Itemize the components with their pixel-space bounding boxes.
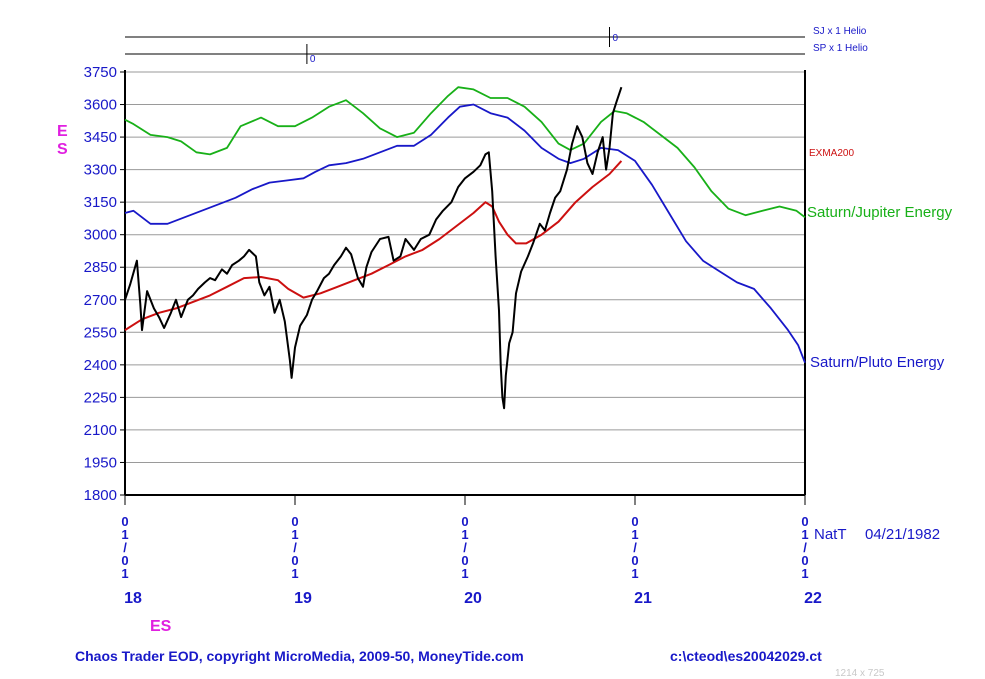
x-tick-char: 0 xyxy=(121,514,128,529)
x-tick-char: 1 xyxy=(291,566,298,581)
footer-file-path: c:\cteod\es20042029.ct xyxy=(670,648,822,664)
series-line-exma200 xyxy=(124,160,623,331)
plot-frame xyxy=(124,70,806,496)
x-tick-char: 1 xyxy=(461,527,468,542)
exma200-label: EXMA200 xyxy=(809,148,854,159)
x-tick-char: 1 xyxy=(801,527,808,542)
x-tick-char: / xyxy=(803,540,807,555)
x-tick-char: 0 xyxy=(631,553,638,568)
x-tick-char: 1 xyxy=(801,566,808,581)
x-year-label: 18 xyxy=(124,590,142,607)
y-axis-label-es-1: E xyxy=(57,123,68,140)
y-tick-label: 3600 xyxy=(84,97,117,114)
y-tick-label: 3750 xyxy=(84,64,117,81)
x-tick-char: 0 xyxy=(801,514,808,529)
natal-label: NatT xyxy=(814,526,847,543)
y-tick-label: 2250 xyxy=(84,389,117,406)
top-indicators: SJ x 1 Helio SP x 1 Helio 0 0 xyxy=(125,26,868,65)
x-year-label: 22 xyxy=(804,590,822,607)
y-tick-label: 1800 xyxy=(84,487,117,504)
y-tick-label: 2100 xyxy=(84,422,117,439)
x-tick-char: 0 xyxy=(801,553,808,568)
x-tick-char: 1 xyxy=(631,527,638,542)
x-year-label: 21 xyxy=(634,590,652,607)
natal-date: 04/21/1982 xyxy=(865,526,940,543)
saturn-jupiter-label: Saturn/Jupiter Energy xyxy=(807,204,953,221)
x-tick-char: / xyxy=(633,540,637,555)
x-tick-char: 1 xyxy=(121,527,128,542)
saturn-pluto-label: Saturn/Pluto Energy xyxy=(810,354,945,371)
series-line-saturn-jupiter-energy xyxy=(124,86,806,219)
y-tick-label: 2400 xyxy=(84,357,117,374)
indicator-marker-label: 0 xyxy=(310,54,316,65)
y-tick-label: 3150 xyxy=(84,194,117,211)
y-tick-label: 3450 xyxy=(84,129,117,146)
y-tick-label: 1950 xyxy=(84,454,117,471)
x-axis-label-es: ES xyxy=(150,618,172,635)
series-line-es xyxy=(124,86,623,410)
x-tick-char: 1 xyxy=(461,566,468,581)
y-tick-label: 3000 xyxy=(84,227,117,244)
x-tick-char: / xyxy=(463,540,467,555)
footer-dimensions: 1214 x 725 xyxy=(835,668,885,679)
sj-indicator-label: SJ x 1 Helio xyxy=(813,26,867,37)
x-tick-char: 0 xyxy=(631,514,638,529)
x-tick-char: 0 xyxy=(291,553,298,568)
indicator-marker-label: 0 xyxy=(613,33,619,44)
series-line-saturn-pluto-energy xyxy=(124,103,806,364)
sp-indicator-label: SP x 1 Helio xyxy=(813,43,868,54)
x-tick-char: 1 xyxy=(631,566,638,581)
x-tick-char: 1 xyxy=(121,566,128,581)
y-tick-label: 2700 xyxy=(84,292,117,309)
x-tick-char: 1 xyxy=(291,527,298,542)
x-tick-char: 0 xyxy=(121,553,128,568)
y-axis-label-es-2: S xyxy=(57,141,68,158)
footer-copyright: Chaos Trader EOD, copyright MicroMedia, … xyxy=(75,648,524,664)
x-tick-char: / xyxy=(123,540,127,555)
x-tick-char: / xyxy=(293,540,297,555)
y-tick-label: 3300 xyxy=(84,162,117,179)
y-tick-label: 2850 xyxy=(84,259,117,276)
x-year-label: 19 xyxy=(294,590,312,607)
x-tick-char: 0 xyxy=(461,553,468,568)
x-year-label: 20 xyxy=(464,590,482,607)
series-layer xyxy=(124,86,806,410)
y-tick-label: 2550 xyxy=(84,324,117,341)
x-tick-char: 0 xyxy=(291,514,298,529)
gridlines xyxy=(125,71,805,463)
x-tick-char: 0 xyxy=(461,514,468,529)
y-axis-ticks: 3750 3600 3450 3300 3150 3000 2850 2700 2550 2400… xyxy=(84,64,125,504)
